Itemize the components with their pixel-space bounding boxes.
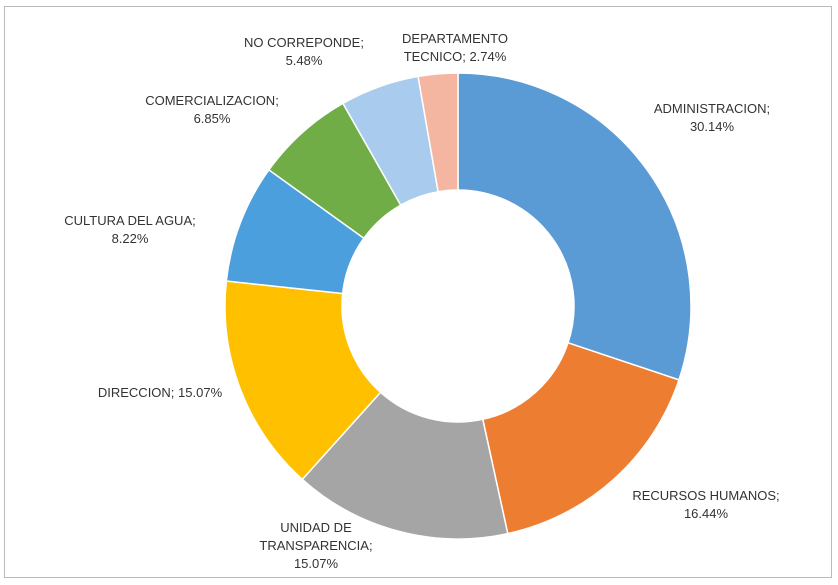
data-label: ADMINISTRACION; 30.14% — [637, 100, 787, 136]
donut-slice — [457, 72, 692, 381]
donut-slice — [224, 280, 382, 481]
value-label: 8.22% — [111, 231, 149, 246]
value-label: 16.44% — [683, 506, 729, 521]
data-label: COMERCIALIZACION; 6.85% — [132, 92, 292, 128]
value-label: 5.48% — [285, 53, 323, 68]
category-label: NO CORREPONDE; — [244, 35, 364, 50]
category-label: RECURSOS HUMANOS; — [632, 488, 780, 503]
donut-slice — [481, 341, 680, 535]
category-label: COMERCIALIZACION; — [145, 93, 279, 108]
category-label: DEPARTAMENTO TECNICO; — [402, 31, 508, 64]
category-label: UNIDAD DE TRANSPARENCIA; — [259, 520, 373, 553]
value-label: 15.07% — [293, 556, 339, 571]
chart-frame — [4, 6, 832, 578]
data-label: DIRECCION; 15.07% — [50, 384, 270, 402]
data-label: RECURSOS HUMANOS; 16.44% — [621, 487, 791, 523]
category-label: ADMINISTRACION; — [653, 101, 771, 116]
donut-slice — [417, 72, 459, 193]
data-label: DEPARTAMENTO TECNICO; 2.74% — [385, 30, 525, 66]
value-label: 30.14% — [689, 119, 735, 134]
value-label: 2.74% — [469, 49, 507, 64]
category-label: DIRECCION; — [97, 385, 175, 400]
category-label: CULTURA DEL AGUA; — [64, 213, 196, 228]
value-label: 6.85% — [193, 111, 231, 126]
donut-slice — [301, 391, 509, 540]
data-label: CULTURA DEL AGUA; 8.22% — [50, 212, 210, 248]
data-label: UNIDAD DE TRANSPARENCIA; 15.07% — [246, 519, 386, 573]
data-label: NO CORREPONDE; 5.48% — [224, 34, 384, 70]
value-label: 15.07% — [178, 385, 223, 400]
